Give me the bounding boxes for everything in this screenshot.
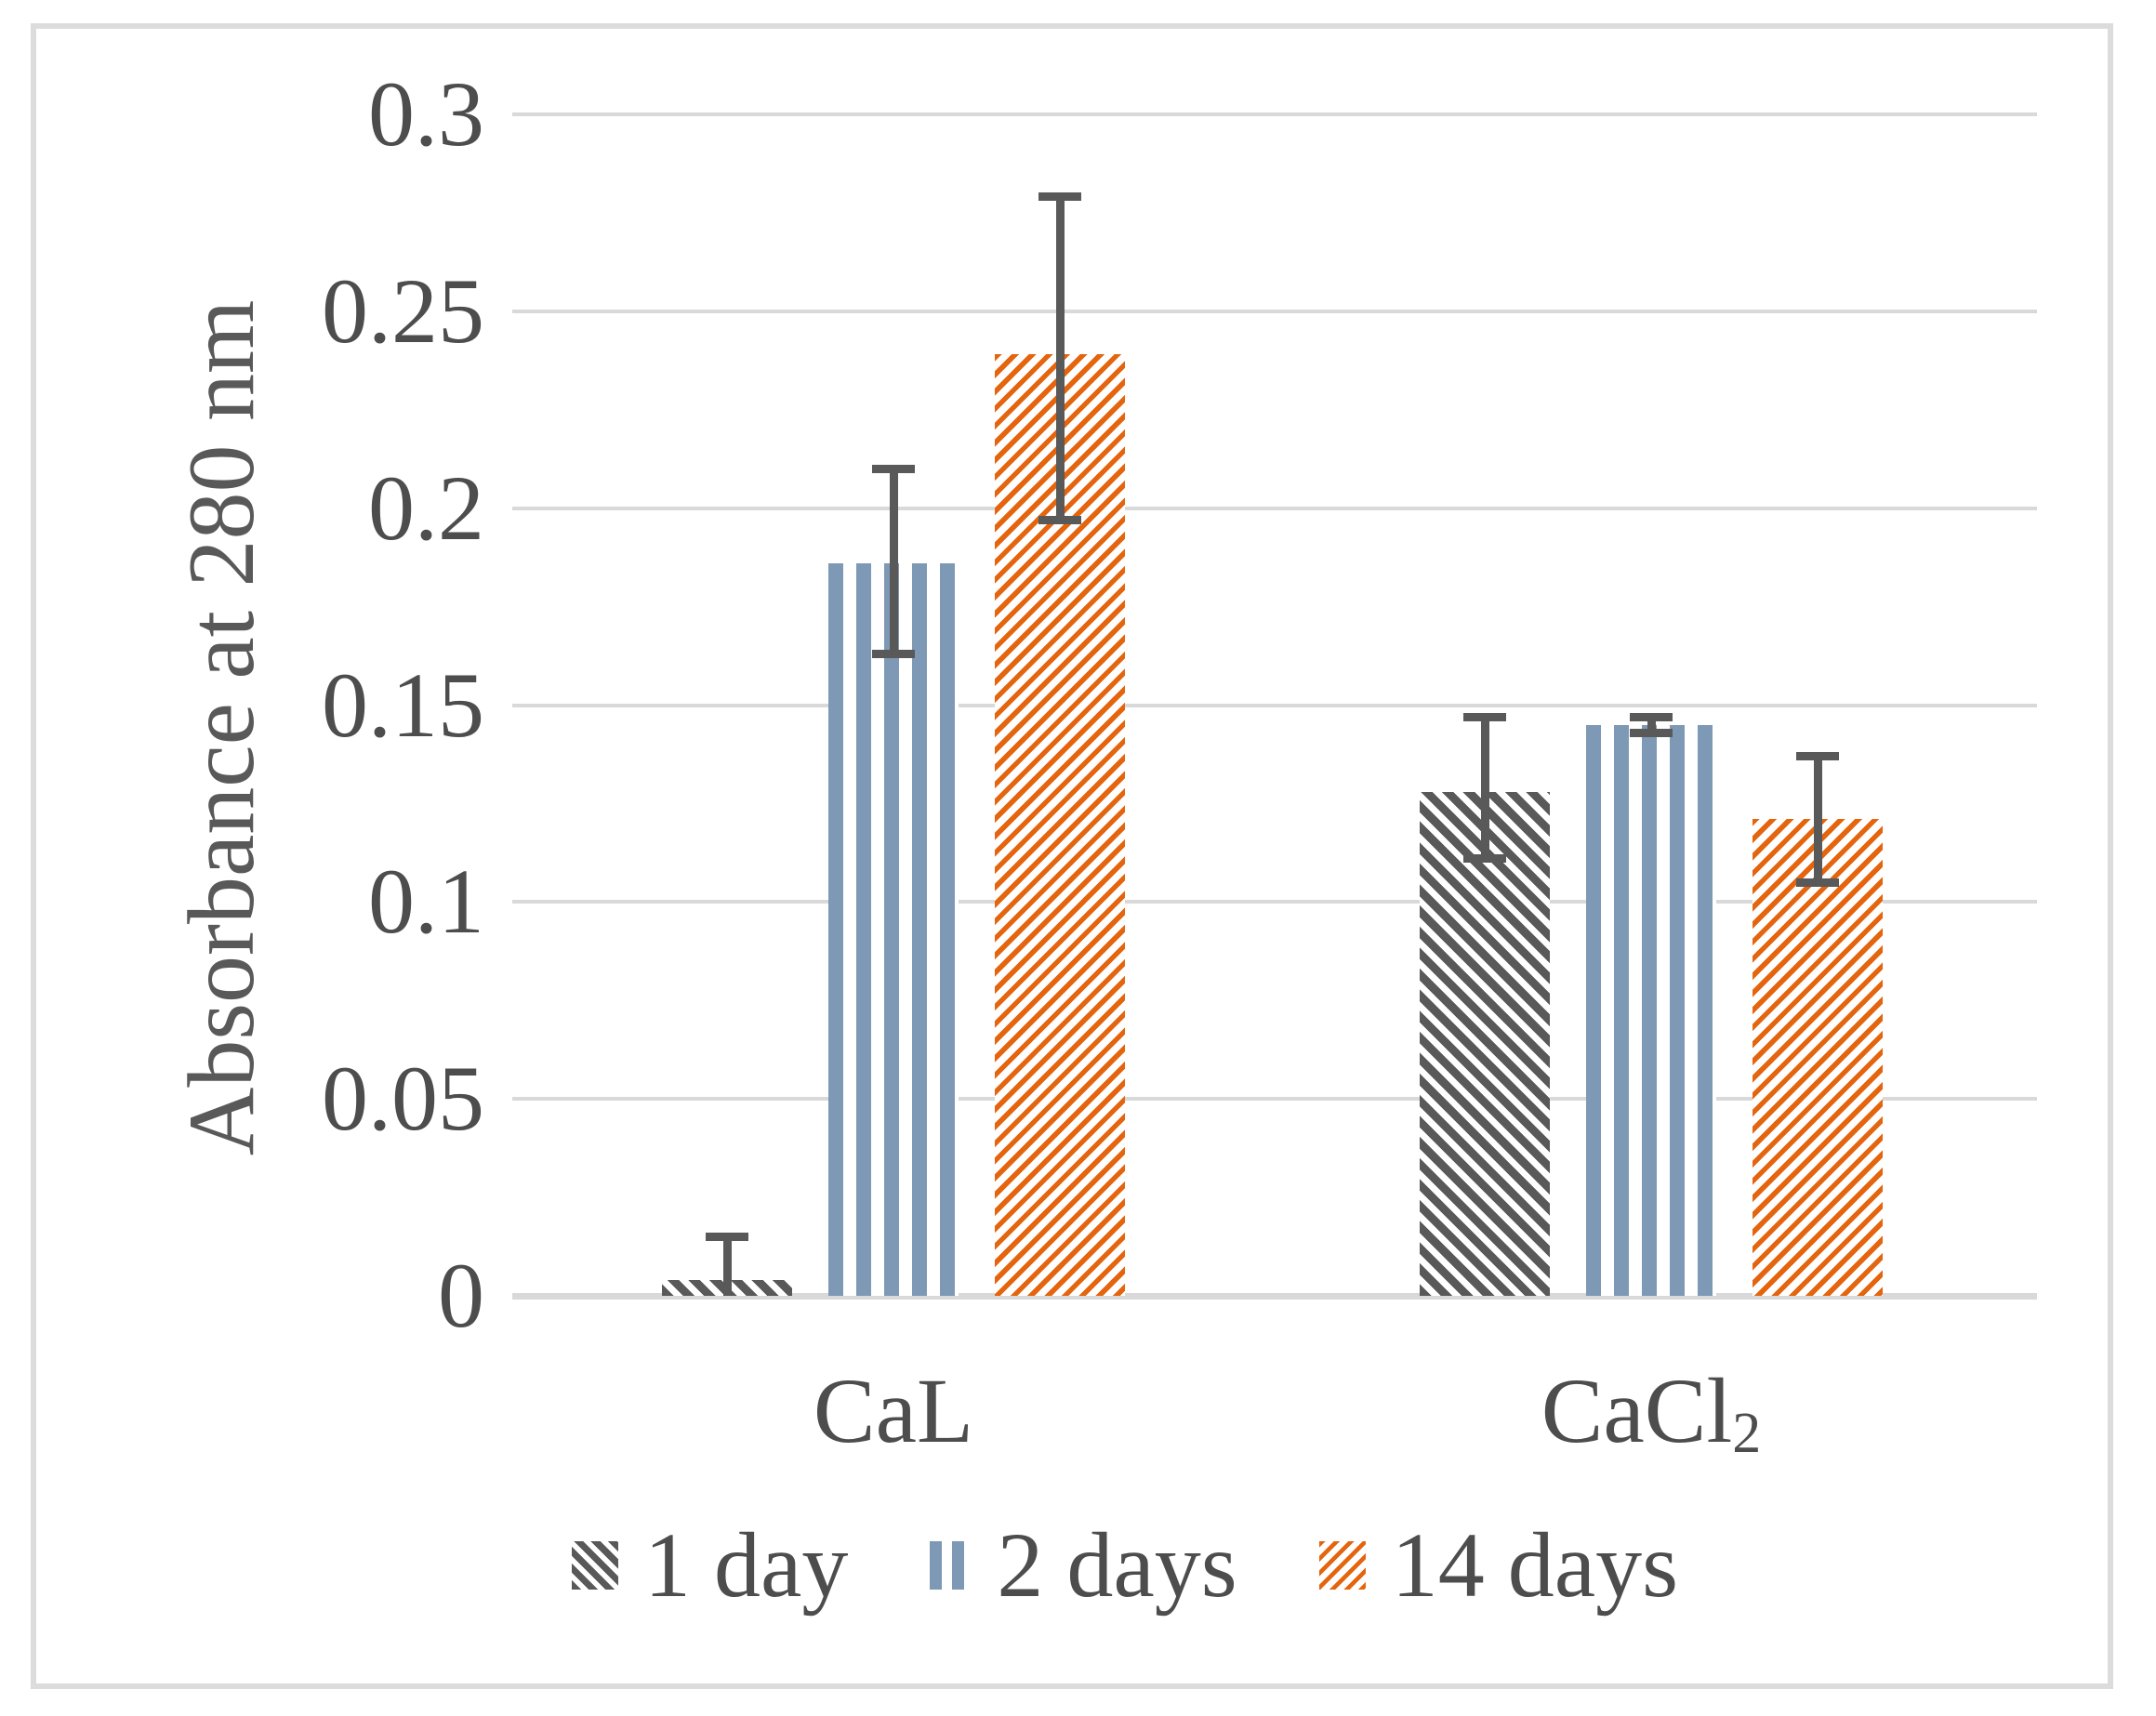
error-bar-cap-bottom	[1630, 728, 1673, 737]
chart-frame: Absorbance at 280 nm 0 0.05 0.1 0.15 0.2 0.25…	[31, 23, 2113, 1689]
legend-item-2-days: 2 days	[930, 1519, 1237, 1612]
category-text: CaL	[813, 1359, 974, 1462]
category-text: CaCl	[1541, 1359, 1733, 1462]
y-tick-label: 0.2	[368, 455, 484, 560]
y-tick-label: 0.15	[322, 653, 484, 757]
error-bar-stem	[889, 469, 898, 654]
bar-1-day-1	[1420, 791, 1550, 1296]
bar-2-days-0	[828, 562, 959, 1296]
error-bar-cap-bottom	[1038, 515, 1081, 524]
error-bar-cap-bottom	[1796, 878, 1839, 887]
gridline	[512, 309, 2037, 313]
y-tick-label: 0.1	[368, 850, 484, 954]
error-bar-stem	[1055, 196, 1065, 521]
legend-label: 2 days	[997, 1513, 1237, 1617]
y-tick-label: 0.3	[368, 62, 484, 165]
category-label-CaCl: CaCl2	[1541, 1365, 1762, 1463]
legend-label: 14 days	[1391, 1513, 1679, 1617]
category-label-CaL: CaL	[813, 1365, 973, 1458]
legend-swatch-vertical-stripes	[930, 1541, 972, 1590]
legend: 1 day 2 days 14 days	[571, 1513, 1679, 1617]
error-bar-cap-top	[872, 464, 915, 473]
legend-label: 1 day	[643, 1513, 849, 1617]
gridline	[512, 506, 2037, 510]
error-bar-cap-top	[1630, 712, 1673, 721]
legend-item-14-days: 14 days	[1318, 1513, 1679, 1617]
x-axis-baseline	[512, 1293, 2037, 1300]
gridline	[512, 112, 2037, 116]
legend-item-1-day: 1 day	[571, 1513, 849, 1617]
error-bar-stem	[1813, 756, 1822, 883]
gridline	[512, 703, 2037, 707]
y-tick-label: 0.05	[322, 1047, 484, 1151]
error-bar-stem	[1647, 717, 1656, 733]
category-subscript: 2	[1732, 1402, 1762, 1466]
legend-swatch-diagonal-up-hatch	[1318, 1541, 1366, 1590]
y-tick-label: 0.25	[322, 258, 484, 363]
error-bar-cap-bottom	[1463, 854, 1506, 864]
error-bar-cap-bottom	[872, 649, 915, 658]
gridline	[512, 1097, 2037, 1102]
error-bar-cap-top	[1796, 752, 1839, 761]
error-bar-stem	[722, 1236, 732, 1296]
legend-swatch-diagonal-down-hatch	[571, 1541, 618, 1590]
bar-2-days-1	[1586, 724, 1716, 1296]
y-tick-label: 0	[438, 1244, 484, 1347]
error-bar-cap-top	[1463, 712, 1506, 721]
error-bar-cap-top	[1038, 192, 1081, 202]
error-bar-cap-top	[706, 1232, 748, 1241]
error-bar-stem	[1480, 717, 1489, 859]
bar-14-days-1	[1753, 819, 1883, 1296]
gridline	[512, 900, 2037, 904]
